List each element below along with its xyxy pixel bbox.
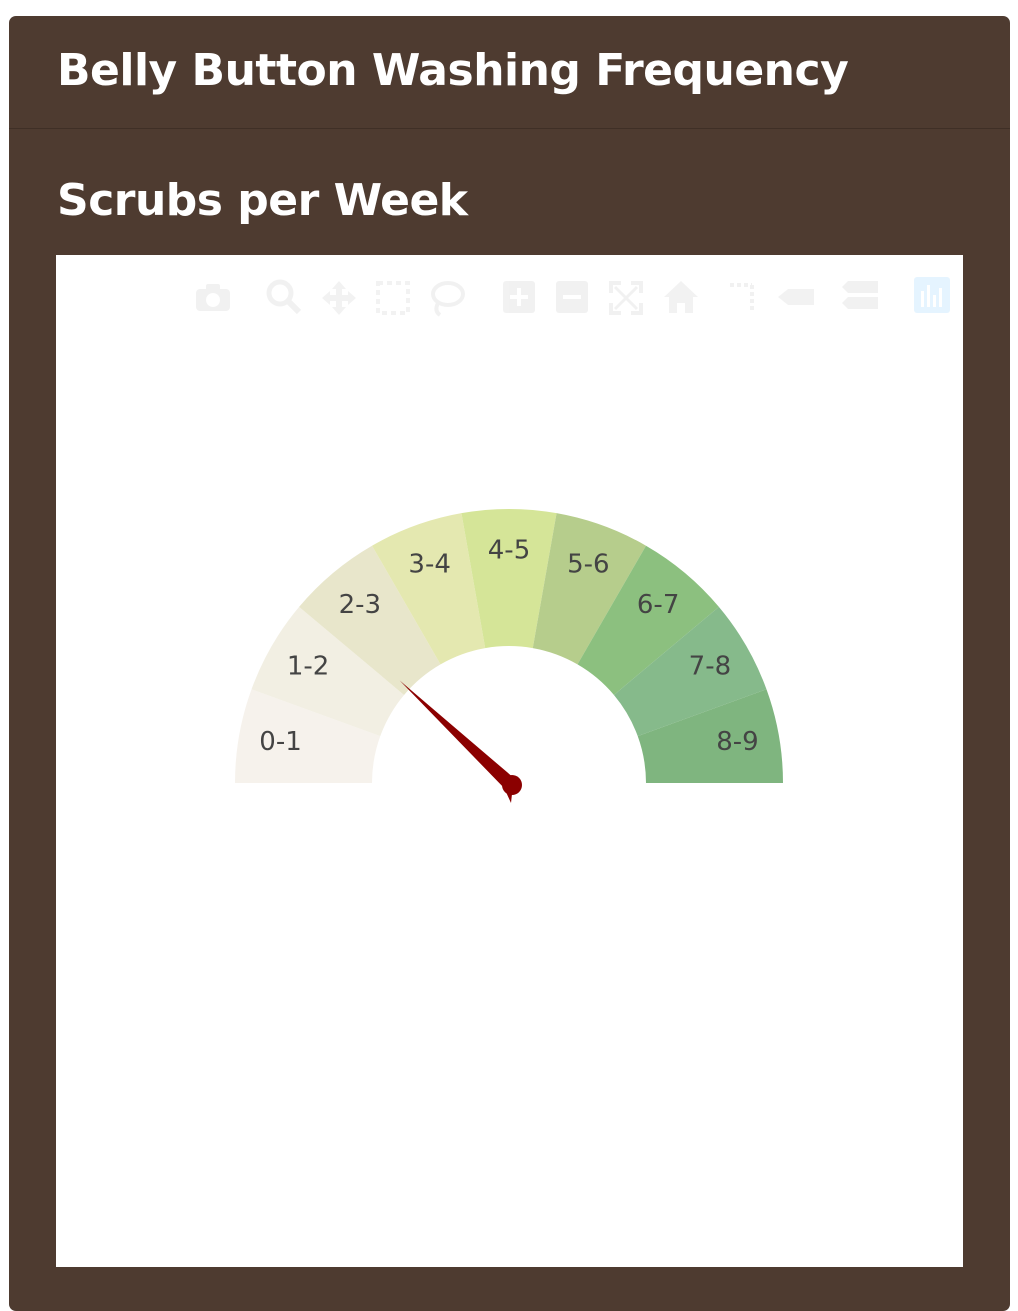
box-select-icon[interactable] bbox=[376, 281, 410, 315]
card-header: Belly Button Washing Frequency bbox=[9, 16, 1010, 129]
gauge-sector-label: 3-4 bbox=[408, 549, 450, 579]
plot-modebar bbox=[196, 277, 950, 317]
plotly-logo-icon[interactable] bbox=[914, 277, 950, 313]
zoom-out-icon[interactable] bbox=[556, 281, 588, 313]
gauge-sector bbox=[299, 545, 441, 695]
gauge-chart: 0-1 1-2 2-3 3-4 4-5 5-6 6-7 7-8 8-9 bbox=[235, 509, 783, 803]
gauge-needle bbox=[399, 680, 514, 803]
gauge-sector bbox=[637, 689, 783, 783]
gauge-sector-label: 4-5 bbox=[488, 536, 530, 566]
reset-axes-icon[interactable] bbox=[664, 281, 698, 313]
gauge-sector-label: 2-3 bbox=[339, 590, 381, 620]
gauge-sector bbox=[532, 513, 646, 665]
gauge-sector bbox=[577, 545, 719, 695]
gauge-sector-label: 7-8 bbox=[689, 652, 731, 682]
gauge-sector bbox=[235, 689, 381, 783]
gauge-sector bbox=[613, 606, 767, 737]
gauge-sector bbox=[461, 509, 557, 649]
card-title: Belly Button Washing Frequency bbox=[57, 45, 849, 96]
gauge-sector-label: 6-7 bbox=[637, 590, 679, 620]
spike-lines-icon[interactable] bbox=[730, 283, 754, 311]
gauge-needle-hub bbox=[502, 775, 522, 795]
gauge-sector-label: 5-6 bbox=[567, 549, 609, 579]
gauge-sector-label: 8-9 bbox=[716, 727, 758, 757]
gauge-sector-label: 0-1 bbox=[259, 727, 301, 757]
zoom-icon[interactable] bbox=[266, 279, 302, 315]
pan-icon[interactable] bbox=[322, 281, 356, 315]
gauge-plot[interactable]: 0-1 1-2 2-3 3-4 4-5 5-6 6-7 7-8 8-9 bbox=[56, 255, 963, 1267]
gauge-card: Belly Button Washing Frequency Scrubs pe… bbox=[9, 16, 1010, 1311]
lasso-select-icon[interactable] bbox=[431, 281, 465, 317]
autoscale-icon[interactable] bbox=[609, 281, 643, 315]
hover-compare-icon[interactable] bbox=[842, 281, 878, 309]
gauge-sector bbox=[372, 513, 486, 665]
hover-closest-icon[interactable] bbox=[778, 289, 814, 305]
chart-title: Scrubs per Week bbox=[57, 175, 468, 226]
camera-icon[interactable] bbox=[196, 284, 230, 311]
gauge-sector-label: 1-2 bbox=[287, 652, 329, 682]
gauge-sector bbox=[251, 606, 405, 737]
zoom-in-icon[interactable] bbox=[503, 281, 535, 313]
